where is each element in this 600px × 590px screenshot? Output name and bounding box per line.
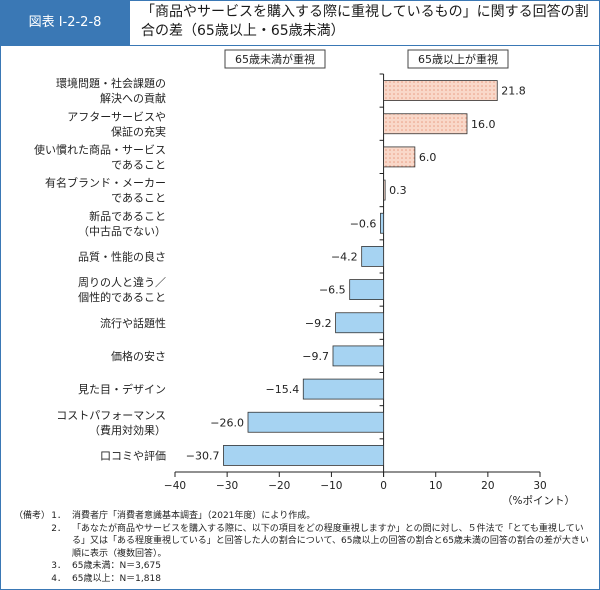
note-row: 3． 65歳未満：N＝3,675 [14, 560, 594, 573]
header-divider [130, 45, 600, 46]
category-label: 品質・性能の良さ [78, 249, 166, 263]
data-label: −9.2 [305, 317, 332, 330]
data-label: −6.5 [319, 284, 346, 297]
data-label: −0.6 [350, 217, 377, 230]
bar [383, 80, 498, 101]
note-text: 65歳未満：N＝3,675 [72, 561, 161, 571]
x-tick-label: −20 [268, 480, 290, 492]
bar [332, 345, 384, 367]
category-label: 個性的であること [78, 290, 166, 304]
category-label: 環境問題・社会課題の [56, 76, 166, 90]
data-label: −4.2 [331, 250, 358, 263]
x-axis-label: （%ポイント） [502, 495, 575, 507]
note-row: 4． 65歳以上：N＝1,818 [14, 573, 594, 586]
x-tick-label: 30 [533, 480, 546, 492]
category-label: 見た目・デザイン [78, 382, 166, 396]
notes: （備考） 1． 消費者庁「消費者意識基本調査」（2021年度）により作成。 2．… [14, 510, 594, 585]
note-row: （備考） 1． 消費者庁「消費者意識基本調査」（2021年度）により作成。 [14, 510, 594, 523]
note-number: 4． [51, 573, 66, 584]
figure-title: 「商品やサービスを購入する際に重視しているもの」に関する回答の割合の差（65歳以… [141, 4, 589, 39]
category-label: 解決への貢献 [100, 91, 166, 105]
category-label: 口コミや評価 [100, 448, 166, 462]
category-label: 周りの人と違う／ [78, 276, 166, 289]
figure-header: 図表 I-2-2-8 「商品やサービスを購入する際に重視しているもの」に関する回… [0, 0, 600, 46]
x-tick-label: −30 [216, 480, 238, 492]
notes-lead: （備考） [14, 511, 51, 521]
data-label: 6.0 [419, 151, 437, 164]
note-text: 65歳以上：N＝1,818 [72, 573, 161, 584]
category-label: であること [111, 192, 166, 205]
note-number: 3． [51, 561, 66, 571]
bar-chart: 65歳未満が重視 65歳以上が重視 −40 −30 −20 −10 0 10 20 30 （%ポ… [34, 49, 575, 507]
category-label: 価格の安さ [111, 349, 166, 363]
legend-negative-label: 65歳未満が重視 [235, 52, 315, 66]
bar [302, 378, 384, 400]
category-label: 新品であること [89, 209, 166, 223]
category-label: 使い慣れた商品・サービス [34, 142, 166, 156]
legend-positive-box [407, 49, 509, 69]
data-label: −30.7 [186, 449, 220, 462]
bar [383, 179, 386, 201]
data-label: 21.8 [501, 85, 526, 98]
bar [223, 445, 384, 466]
category-label: （中古品でない） [78, 225, 166, 238]
bar [380, 212, 384, 234]
legend: 65歳未満が重視 65歳以上が重視 [224, 49, 509, 69]
note-number: 1． [51, 511, 66, 521]
note-text: 「あなたが商品やサービスを購入する際に、以下の項目をどの程度重視しますか」との問… [72, 523, 589, 559]
data-label: 16.0 [471, 118, 496, 131]
note-number: 2． [51, 523, 66, 534]
x-tick-label: 0 [380, 480, 387, 492]
data-label: −9.7 [302, 350, 329, 363]
figure-label: 図表 I-2-2-8 [0, 0, 130, 46]
x-tick-label: 20 [481, 480, 494, 492]
plot-area: −40 −30 −20 −10 0 10 20 30 （%ポイント） 21.8 環境問題・社会課題の… [34, 73, 575, 507]
bar [247, 411, 384, 433]
legend-positive-label: 65歳以上が重視 [418, 52, 498, 66]
category-label: （費用対効果） [89, 423, 166, 437]
data-label: −15.4 [266, 383, 300, 396]
category-label: アフターサービスや [67, 110, 166, 123]
x-tick-label: −10 [320, 480, 342, 492]
data-label: 0.3 [389, 184, 407, 197]
x-tick-label: −40 [164, 480, 186, 492]
bar [383, 113, 468, 135]
bar [349, 279, 384, 300]
note-row: 2． 「あなたが商品やサービスを購入する際に、以下の項目をどの程度重視しますか」… [14, 523, 594, 561]
category-label: 流行や話題性 [100, 316, 166, 330]
x-tick-label: 10 [429, 480, 442, 492]
data-label: −26.0 [210, 416, 244, 429]
category-label: 保証の充実 [111, 124, 166, 138]
bar [383, 146, 416, 168]
legend-negative-box [224, 49, 326, 69]
category-label: であること [111, 158, 166, 171]
note-text: 消費者庁「消費者意識基本調査」（2021年度）により作成。 [72, 511, 316, 521]
category-label: コストパフォーマンス [56, 409, 166, 422]
bar [335, 312, 384, 334]
category-label: 有名ブランド・メーカー [45, 176, 166, 190]
bar [361, 246, 384, 267]
